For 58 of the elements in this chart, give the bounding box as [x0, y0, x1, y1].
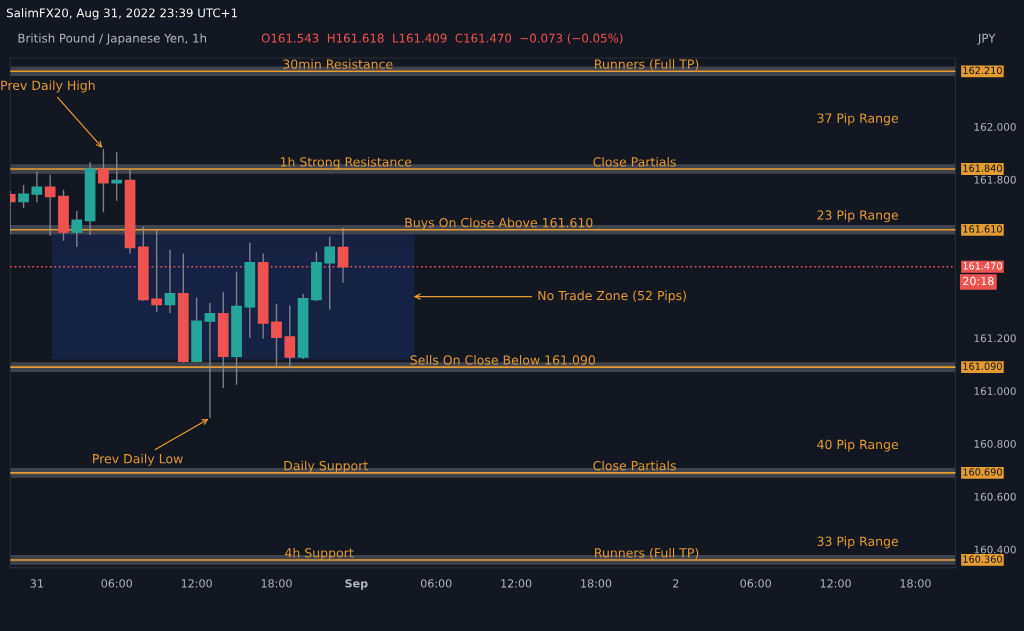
ref-line-label: 160.360: [963, 555, 1002, 563]
x-tick-label: 06:00: [101, 579, 133, 588]
annotation: Runners (Full TP): [595, 59, 699, 71]
candlestick: [164, 249, 176, 314]
x-tick-label: 12:00: [501, 579, 532, 588]
annotation: Runners (Full TP): [595, 547, 699, 560]
annotation: Buys On Close Above 161.610: [405, 217, 593, 230]
chart-title: British Pound / Japanese Yen, 1h: [18, 33, 207, 45]
x-tick-label: 18:00: [581, 579, 612, 588]
annotation: Prev Daily Low: [93, 453, 183, 466]
annotation: 30min Resistance: [283, 59, 393, 69]
annotation: 33 Pip Range: [817, 536, 899, 549]
candlestick: [324, 235, 336, 311]
annotation: 4h Support: [285, 547, 354, 560]
annotation: 40 Pip Range: [817, 439, 899, 452]
y-tick-label: 161.000: [974, 387, 1016, 396]
candlestick: [44, 174, 56, 237]
y-tick-label: 161.200: [974, 334, 1016, 343]
ref-line-label: 161.470: [963, 262, 1002, 270]
y-tick-label: 160.600: [974, 492, 1016, 501]
annotation: No Trade Zone (52 Pips): [538, 290, 686, 303]
annotation: 1h Strong Resistance: [280, 156, 412, 169]
annotation: Close Partials: [593, 460, 676, 471]
y-tick-label: 161.800: [974, 175, 1016, 184]
text: 20:18: [963, 276, 994, 286]
y-tick-label: 160.400: [974, 545, 1016, 554]
x-tick-label: 06:00: [740, 579, 771, 588]
annotation: Prev Daily High: [1, 80, 95, 93]
y-tick-label: 162.000: [974, 122, 1016, 131]
x-tick-label: Sep: [345, 579, 368, 590]
candlestick: [284, 304, 296, 369]
candlestick: [71, 210, 83, 248]
annotation: 23 Pip Range: [817, 210, 899, 223]
annotation: Daily Support: [284, 460, 368, 473]
candlestick: [98, 148, 109, 214]
y-axis-title: JPY: [977, 33, 996, 45]
ref-line-label: 160.690: [963, 468, 1002, 476]
y-tick-label: 160.800: [974, 439, 1016, 448]
x-tick-label: 2: [673, 579, 679, 588]
x-tick-label: 18:00: [900, 579, 931, 588]
candlestick: [204, 302, 216, 419]
candlestick: [271, 303, 282, 368]
x-tick-label: 31: [30, 579, 43, 588]
text: SalimFX20, Aug 31, 2022 23:39 UTC+1: [6, 8, 237, 20]
annotation: Sells On Close Below 161.090: [410, 355, 595, 365]
x-tick-label: 12:00: [181, 579, 212, 588]
x-tick-label: 12:00: [820, 579, 851, 588]
x-tick-label: 18:00: [261, 579, 292, 588]
ref-line-label: 161.610: [963, 225, 1002, 233]
ref-line-label: 161.840: [963, 164, 1002, 172]
x-tick-label: 06:00: [420, 579, 452, 588]
candlestick: [18, 184, 29, 209]
ref-line-label: 162.210: [963, 66, 1002, 75]
chart-subtitle: O161.543 H161.618 L161.409 C161.470 −0.073 (−0.05%): [261, 33, 623, 44]
annotation: Close Partials: [593, 156, 676, 167]
ref-line-label: 161.090: [963, 362, 1002, 370]
annotation: 37 Pip Range: [817, 113, 899, 126]
candlestick: [31, 170, 43, 203]
